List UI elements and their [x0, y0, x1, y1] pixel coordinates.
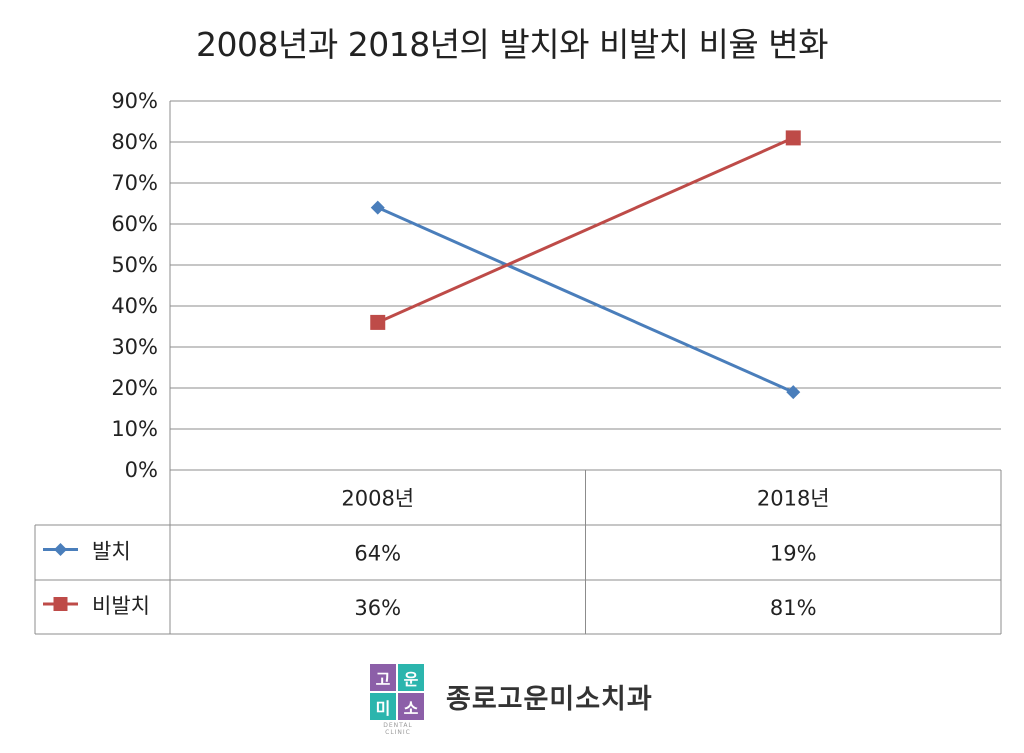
- y-tick-label: 80%: [111, 130, 158, 154]
- series-line: [377, 136, 794, 324]
- data-point: [370, 200, 385, 215]
- data-point: [786, 385, 801, 400]
- legend-label: 비발치: [92, 594, 150, 618]
- data-point: [785, 130, 801, 146]
- y-tick-label: 40%: [111, 294, 158, 318]
- series-line: [377, 206, 794, 394]
- data-table-value: 81%: [770, 596, 817, 620]
- x-tick-label: 2018년: [757, 487, 830, 511]
- logo-cell-2: 운: [398, 664, 424, 691]
- legend-key-marker: [53, 597, 68, 611]
- logo-cell-3: 미: [370, 693, 396, 720]
- logo-cell-4: 소: [398, 693, 424, 720]
- y-tick-label: 60%: [111, 212, 158, 236]
- legend-label: 발치: [92, 540, 131, 564]
- y-tick-label: 30%: [111, 335, 158, 359]
- clinic-logo: 고 운 미 소 DENTAL CLINIC: [370, 664, 426, 736]
- clinic-name: 종로고운미소치과: [446, 684, 653, 715]
- logo-subtext: DENTAL CLINIC: [383, 722, 413, 736]
- legend-key-marker: [54, 543, 67, 556]
- y-tick-label: 50%: [111, 253, 158, 277]
- y-tick-label: 20%: [111, 376, 158, 400]
- data-table-value: 19%: [770, 542, 817, 566]
- y-tick-label: 70%: [111, 171, 158, 195]
- y-tick-label: 0%: [125, 458, 158, 482]
- x-tick-label: 2008년: [341, 487, 414, 511]
- data-point: [370, 314, 386, 330]
- data-table-value: 36%: [354, 596, 401, 620]
- chart-title: 2008년과 2018년의 발치와 비발치 비율 변화: [196, 25, 828, 64]
- y-tick-label: 10%: [111, 417, 158, 441]
- y-tick-label: 90%: [111, 89, 158, 113]
- data-table-value: 64%: [354, 542, 401, 566]
- logo-cell-1: 고: [370, 664, 396, 691]
